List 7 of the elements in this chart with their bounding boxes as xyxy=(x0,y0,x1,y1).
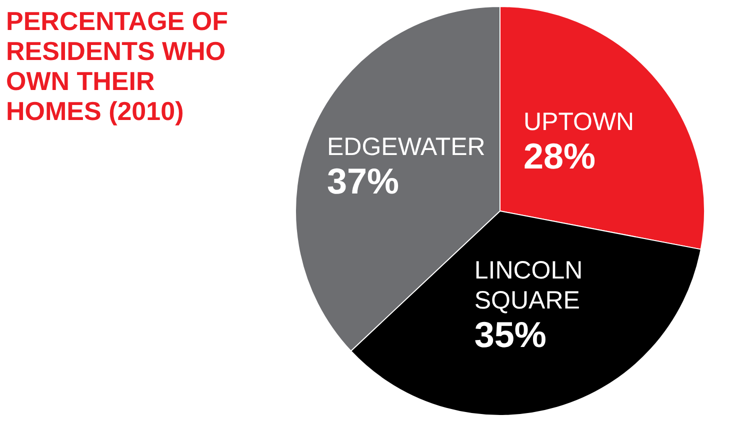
data-label: 37% xyxy=(326,160,400,202)
data-label: 28% xyxy=(523,136,596,177)
data-label: 35% xyxy=(474,314,546,356)
slice-label: LINCOLN SQUARE xyxy=(474,256,583,315)
slice-label: UPTOWN xyxy=(523,108,634,136)
text: PERCENTAGE OF RESIDENTS WHO OWN THEIR HOMES (2010) xyxy=(6,6,229,126)
slice-label: EDGEWATER xyxy=(326,132,486,161)
